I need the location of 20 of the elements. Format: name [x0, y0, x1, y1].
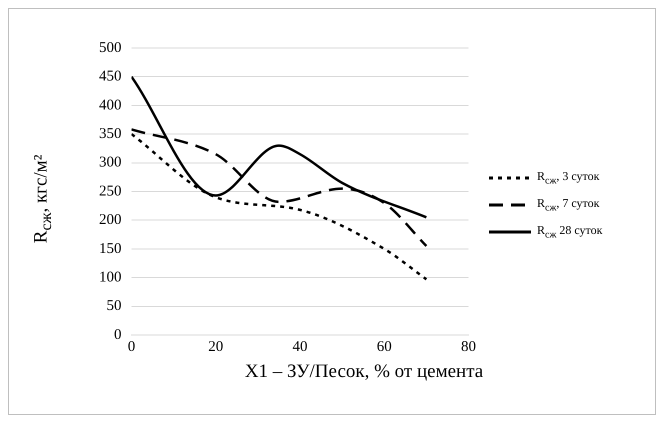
y-tick-label: 0 [114, 326, 122, 343]
x-tick-label: 40 [292, 338, 308, 355]
x-tick-label: 0 [128, 338, 136, 355]
y-tick-label: 250 [99, 183, 122, 200]
x-tick-label: 80 [461, 338, 476, 355]
x-tick-label: 60 [376, 338, 392, 355]
y-tick-label: 450 [99, 68, 122, 85]
x-tick-label: 20 [208, 338, 224, 355]
legend-label: R$_{сж}$, 7 суток [537, 196, 600, 214]
y-tick-label: 50 [106, 298, 122, 314]
y-tick-label: 150 [99, 240, 122, 257]
y-tick-label: 350 [99, 126, 122, 142]
legend-label: R$_{сж}$, 3 суток [537, 168, 600, 186]
y-tick-label: 400 [99, 97, 122, 114]
y-tick-label: 300 [99, 154, 122, 171]
legend-label: R$_{сж}$ 28 суток [537, 222, 602, 240]
y-tick-label: 200 [99, 212, 122, 228]
y-tick-label: 100 [99, 270, 122, 286]
y-tick-label: 500 [99, 40, 122, 56]
x-axis-title: X1 – ЗУ/Песок, % от цемента [244, 361, 484, 383]
